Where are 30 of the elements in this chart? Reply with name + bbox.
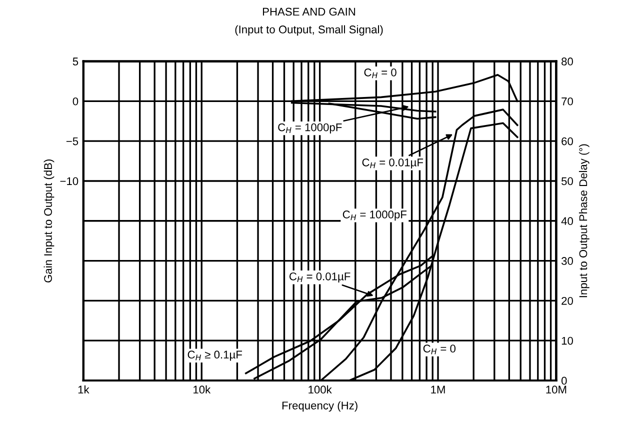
y2-tick-label: 80: [562, 58, 573, 66]
y-axis-title: Gain Input to Output (dB): [44, 160, 54, 282]
annotation: C$_{H}$ = 0.01µF: [289, 272, 350, 283]
x-tick-label: 100k: [308, 385, 332, 394]
y-tick-label: 5: [72, 58, 78, 66]
y2-tick-label: 10: [562, 336, 573, 345]
x-tick-label: 10k: [194, 385, 211, 394]
annotation: C$_{H}$ = 1000pF: [278, 123, 342, 134]
annotation: C$_{H}$ = 0.01µF: [362, 158, 424, 169]
x-axis-title: Frequency (Hz): [282, 401, 358, 412]
x-tick-label: 1k: [78, 385, 90, 394]
y2-tick-label: 0: [561, 376, 567, 385]
annotation: C$_{H}$ ≥ 0.1µF: [188, 350, 242, 361]
x-tick-label: 1M: [431, 386, 445, 394]
y2-axis-title: Input to Output Phase Delay (°): [578, 144, 590, 298]
y-tick-label: −5: [66, 137, 78, 146]
y2-tick-label: 70: [562, 97, 573, 106]
y-tick-label: 0: [72, 97, 78, 106]
annotation: C$_{H}$ = 1000pF: [342, 210, 407, 221]
y2-tick-label: 60: [562, 137, 573, 146]
y-tick-label: −10: [60, 177, 78, 186]
chart-title: PHASE AND GAIN: [262, 8, 356, 16]
y2-tick-label: 30: [561, 257, 573, 265]
y2-tick-label: 50: [562, 177, 573, 186]
annotation: C$_{H}$ = 0: [423, 344, 456, 354]
x-tick-label: 10M: [546, 386, 566, 394]
chart-subtitle: (Input to Output, Small Signal): [235, 25, 383, 36]
annotation: C$_{H}$ = 0: [364, 68, 396, 78]
y2-tick-label: 20: [562, 296, 573, 305]
y2-tick-label: 40: [561, 217, 573, 226]
